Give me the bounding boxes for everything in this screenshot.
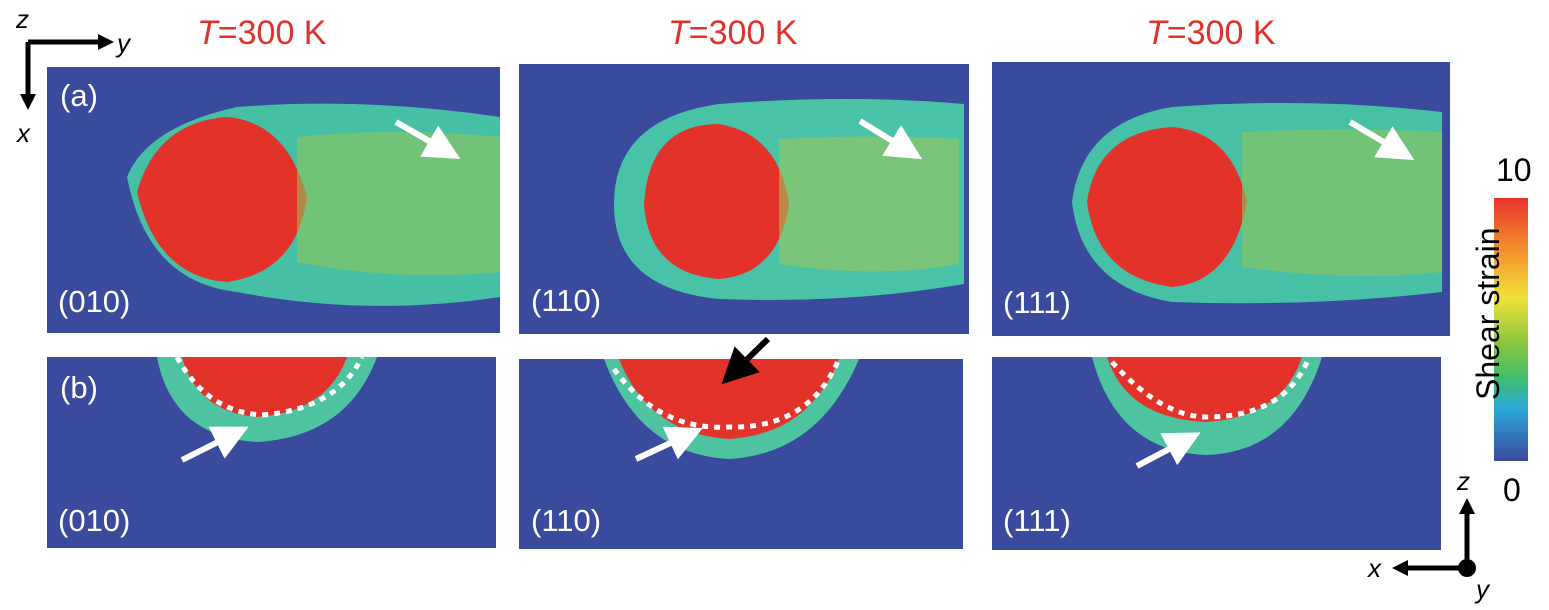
title-col3: T=300 K — [1146, 14, 1276, 52]
row-b-label: (b) — [60, 370, 98, 405]
axis-x-label-top: x — [17, 118, 30, 148]
title-col2: T=300 K — [668, 14, 798, 52]
axis-z-label-bottom: z — [1457, 466, 1470, 496]
panel-a-110 — [519, 64, 969, 334]
axis-y-label-bottom: y — [1476, 574, 1489, 604]
panel-a1-label: (010) — [58, 284, 131, 319]
panel-b-111 — [992, 357, 1441, 550]
arrow-white-a3 — [1348, 119, 1415, 161]
colorbar-min-label: 0 — [1503, 472, 1521, 508]
panel-b-010 — [47, 357, 496, 548]
colorbar-title: Shear strain — [1470, 227, 1506, 400]
row-a-label: (a) — [60, 78, 98, 113]
arrow-white-b3 — [1135, 432, 1201, 469]
colorbar-gradient — [1494, 198, 1528, 461]
axes-top-left-icon — [20, 34, 114, 110]
panel-b3-label: (111) — [1003, 503, 1071, 538]
panel-a-010 — [47, 67, 500, 333]
arrow-white-b1 — [180, 426, 249, 463]
panel-a2-label: (110) — [531, 283, 602, 318]
arrow-white-b2 — [634, 426, 703, 462]
axis-z-label-top: z — [16, 4, 29, 34]
panel-a3-label: (111) — [1003, 285, 1071, 320]
panel-b1-label: (010) — [58, 503, 131, 538]
axis-y-label-top: y — [117, 28, 130, 58]
panel-b2-label: (110) — [531, 503, 602, 538]
title-col1: T=300 K — [197, 14, 327, 52]
axes-bottom-right-icon — [1392, 498, 1476, 577]
arrow-white-a1 — [394, 119, 461, 159]
arrow-white-a2 — [858, 118, 923, 160]
axis-x-label-bottom: x — [1368, 553, 1381, 583]
arrow-black-b2 — [721, 336, 771, 385]
panel-a-111 — [992, 62, 1450, 336]
colorbar-max-label: 10 — [1496, 152, 1532, 188]
